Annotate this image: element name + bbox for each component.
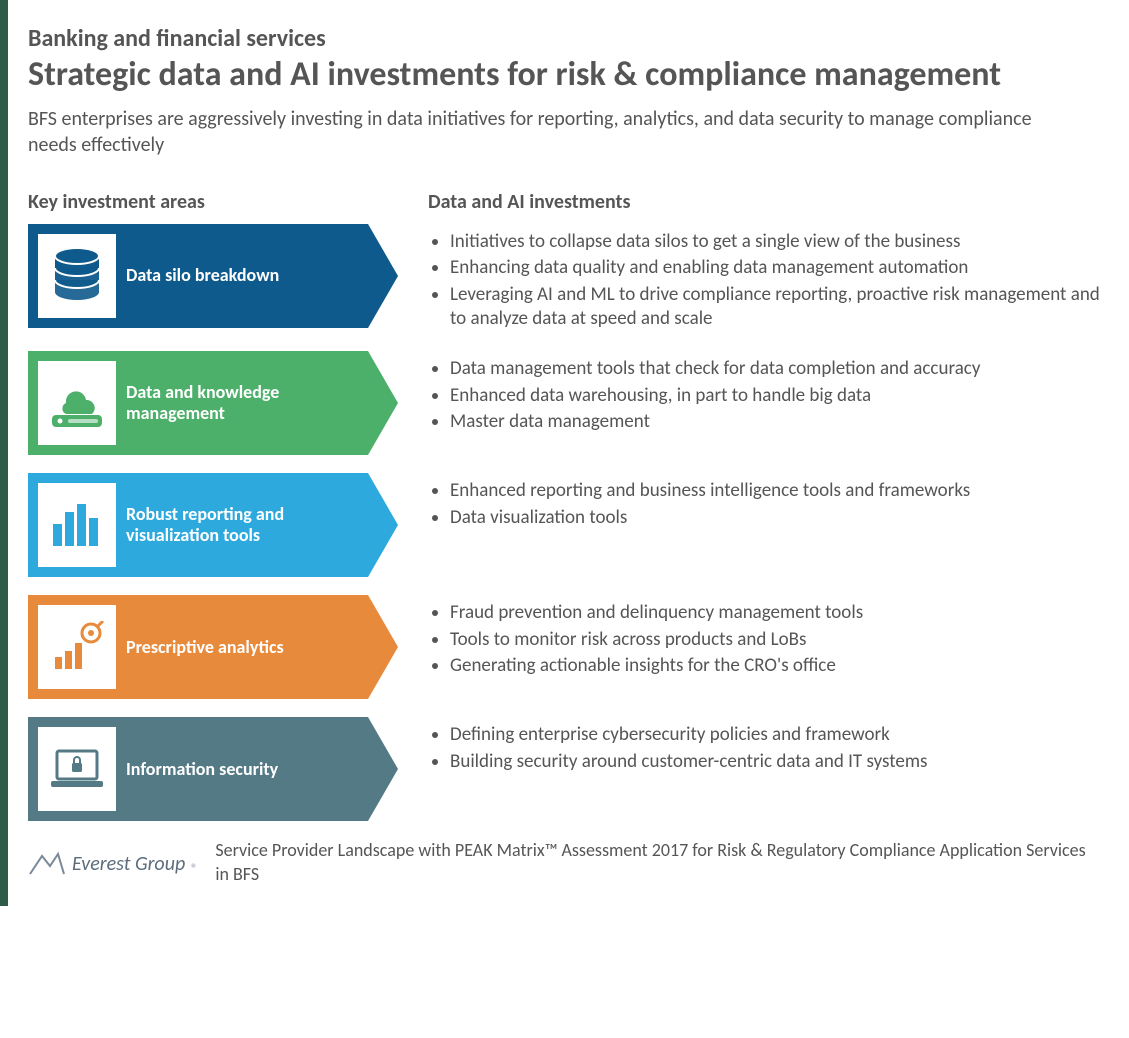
tile-reporting: Robust reporting and visualization tools <box>28 473 398 577</box>
logo-text: Everest Group <box>72 852 185 876</box>
tile-icon-box <box>38 234 116 318</box>
bullet-item: Fraud prevention and delinquency managem… <box>450 601 1101 625</box>
database-icon <box>50 246 104 306</box>
col-header-left: Key investment areas <box>28 190 398 214</box>
target-chart-icon <box>49 621 105 673</box>
tile-icon-box <box>38 727 116 811</box>
tile-prescriptive: Prescriptive analytics <box>28 595 398 699</box>
bullet-item: Tools to monitor risk across products an… <box>450 628 1101 652</box>
source-text: Service Provider Landscape with PEAK Mat… <box>215 839 1101 886</box>
bullet-item: Master data management <box>450 410 1101 434</box>
mountain-icon <box>28 850 66 876</box>
bullet-item: Defining enterprise cybersecurity polici… <box>450 723 1101 747</box>
investment-rows: Data silo breakdown Initiatives to colla… <box>28 224 1101 821</box>
tile-icon-box <box>38 361 116 445</box>
bar-chart-icon <box>49 500 105 550</box>
bullet-list: Enhanced reporting and business intellig… <box>428 473 1101 532</box>
bullet-item: Data visualization tools <box>450 506 1101 530</box>
page-title: Strategic data and AI investments for ri… <box>28 55 1101 94</box>
bullet-list: Initiatives to collapse data silos to ge… <box>428 224 1101 333</box>
bullet-list: Defining enterprise cybersecurity polici… <box>428 717 1101 776</box>
tile-data-knowledge: Data and knowledge management <box>28 351 398 455</box>
tile-label: Information security <box>126 759 286 781</box>
column-headers: Key investment areas Data and AI investm… <box>28 190 1101 214</box>
bullet-list: Data management tools that check for dat… <box>428 351 1101 436</box>
bullet-item: Generating actionable insights for the C… <box>450 654 1101 678</box>
bullet-item: Enhancing data quality and enabling data… <box>450 256 1101 280</box>
bullet-item: Leveraging AI and ML to drive compliance… <box>450 283 1101 332</box>
tile-infosec: Information security <box>28 717 398 821</box>
tile-label: Robust reporting and visualization tools <box>126 504 368 547</box>
investment-row: Prescriptive analytics Fraud prevention … <box>28 595 1101 699</box>
footer: Everest Group® Service Provider Landscap… <box>28 839 1101 886</box>
bullet-item: Data management tools that check for dat… <box>450 357 1101 381</box>
laptop-lock-icon <box>47 745 107 793</box>
tile-label: Data and knowledge management <box>126 382 368 425</box>
investment-row: Data and knowledge management Data manag… <box>28 351 1101 455</box>
lede-text: BFS enterprises are aggressively investi… <box>28 106 1058 158</box>
tile-icon-box <box>38 605 116 689</box>
investment-row: Information security Defining enterprise… <box>28 717 1101 821</box>
bullet-item: Initiatives to collapse data silos to ge… <box>450 230 1101 254</box>
investment-row: Robust reporting and visualization tools… <box>28 473 1101 577</box>
tile-data-silo: Data silo breakdown <box>28 224 398 328</box>
cloud-drive-icon <box>48 377 106 429</box>
tile-label: Prescriptive analytics <box>126 637 292 659</box>
tile-icon-box <box>38 483 116 567</box>
bullet-item: Enhanced data warehousing, in part to ha… <box>450 384 1101 408</box>
investment-row: Data silo breakdown Initiatives to colla… <box>28 224 1101 333</box>
everest-logo: Everest Group® <box>28 850 197 876</box>
bullet-item: Building security around customer-centri… <box>450 750 1101 774</box>
tile-label: Data silo breakdown <box>126 265 287 287</box>
col-header-right: Data and AI investments <box>428 190 1101 214</box>
eyebrow: Banking and financial services <box>28 24 1101 53</box>
bullet-item: Enhanced reporting and business intellig… <box>450 479 1101 503</box>
bullet-list: Fraud prevention and delinquency managem… <box>428 595 1101 680</box>
